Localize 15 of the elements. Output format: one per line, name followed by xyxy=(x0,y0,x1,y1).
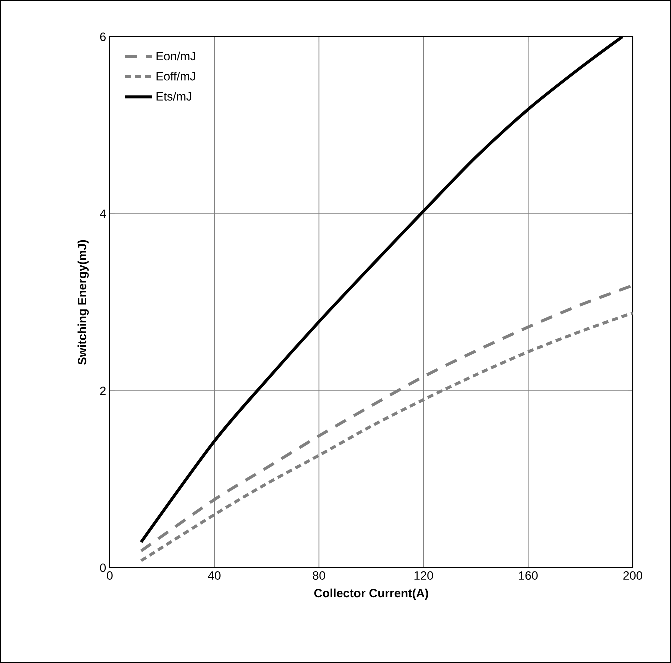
x-tick-label: 200 xyxy=(624,572,643,580)
legend-label: Eon/mJ xyxy=(156,52,196,61)
x-axis-title: Collector Current(A) xyxy=(314,588,428,600)
x-tick-label: 0 xyxy=(107,572,113,580)
y-axis-title: Switching Energy(mJ) xyxy=(78,240,89,365)
x-tick-label: 80 xyxy=(313,572,326,580)
legend-label: Ets/mJ xyxy=(156,92,192,101)
y-tick-label: 2 xyxy=(100,386,106,396)
y-tick-label: 4 xyxy=(100,210,106,218)
y-tick-label: 6 xyxy=(100,32,106,42)
x-tick-label: 120 xyxy=(414,572,434,580)
x-tick-label: 40 xyxy=(208,572,221,580)
legend-label: Eoff/mJ xyxy=(156,72,196,81)
x-tick-label: 160 xyxy=(519,572,538,580)
y-tick-label: 0 xyxy=(100,564,106,572)
